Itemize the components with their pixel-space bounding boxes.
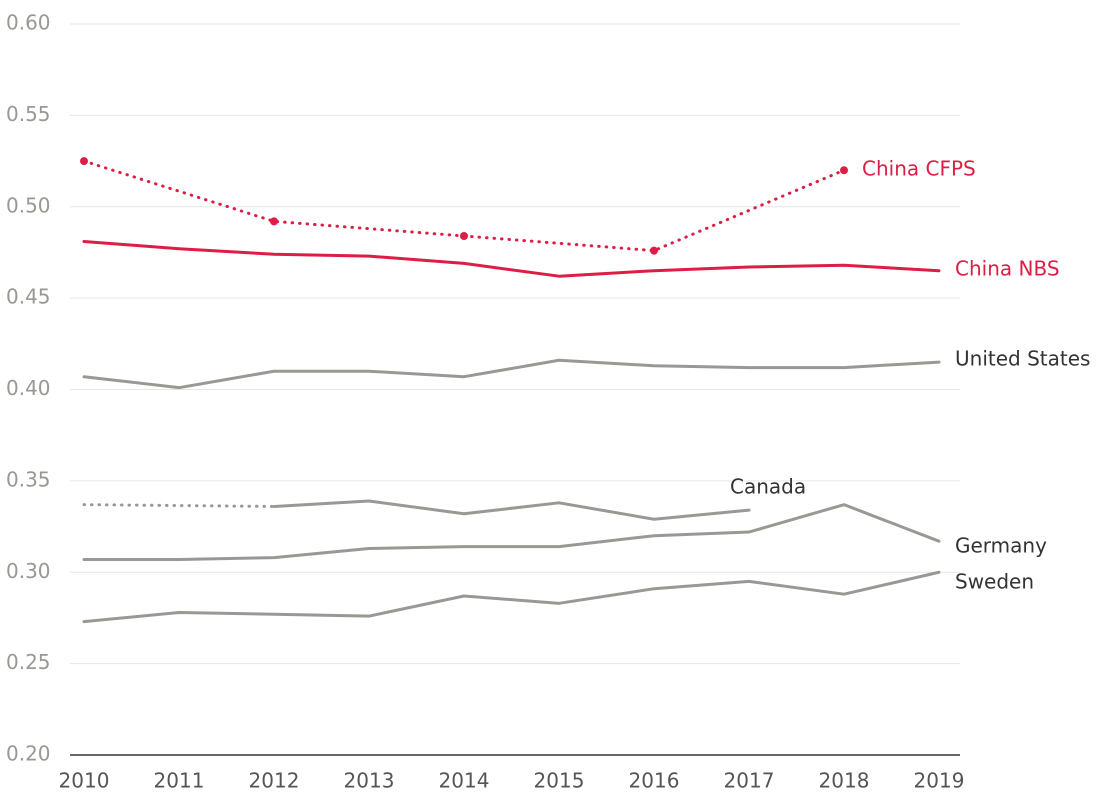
marker: [270, 217, 278, 226]
line: [82, 239, 941, 278]
y-tick-label: 0.30: [6, 559, 51, 583]
series-label: United States: [955, 347, 1090, 371]
series-label: Sweden: [955, 570, 1034, 594]
y-tick-label: 0.50: [6, 193, 51, 217]
x-tick-label: 2018: [819, 769, 870, 793]
marker: [460, 231, 468, 240]
marker: [80, 157, 88, 166]
line: [272, 499, 751, 521]
marker: [650, 246, 658, 255]
y-tick-label: 0.25: [6, 650, 51, 674]
x-tick-label: 2010: [59, 769, 110, 793]
x-tick-label: 2015: [534, 769, 585, 793]
y-tick-label: 0.45: [6, 285, 51, 309]
line: [82, 503, 941, 561]
y-tick-label: 0.20: [6, 742, 51, 766]
dotted-line: [82, 503, 276, 508]
y-tick-label: 0.60: [6, 11, 51, 35]
y-tick-label: 0.40: [6, 376, 51, 400]
series-label: China NBS: [955, 257, 1060, 281]
series-label: Germany: [955, 534, 1047, 558]
x-tick-label: 2013: [344, 769, 395, 793]
line: [82, 358, 941, 390]
x-tick-label: 2014: [439, 769, 490, 793]
series-label: China CFPS: [862, 157, 976, 181]
x-tick-label: 2017: [724, 769, 775, 793]
y-tick-label: 0.55: [6, 102, 51, 126]
line: [82, 570, 941, 624]
x-tick-label: 2012: [249, 769, 300, 793]
marker: [840, 166, 848, 175]
x-tick-label: 2019: [914, 769, 965, 793]
series-label: Canada: [730, 475, 806, 499]
x-tick-label: 2016: [629, 769, 680, 793]
x-tick-label: 2011: [154, 769, 205, 793]
y-tick-label: 0.35: [6, 467, 51, 491]
